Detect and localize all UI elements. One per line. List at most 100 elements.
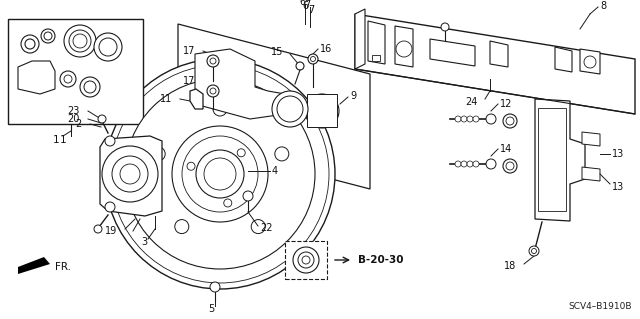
Circle shape: [252, 219, 265, 234]
Circle shape: [94, 33, 122, 61]
Circle shape: [187, 162, 195, 170]
Text: 22: 22: [260, 223, 273, 233]
Text: 7: 7: [308, 5, 314, 15]
Circle shape: [60, 71, 76, 87]
Circle shape: [310, 56, 316, 62]
Polygon shape: [355, 14, 635, 114]
Text: 6: 6: [302, 1, 308, 11]
Text: 6: 6: [299, 0, 305, 7]
Circle shape: [125, 79, 315, 269]
Circle shape: [584, 56, 596, 68]
Polygon shape: [368, 21, 385, 64]
Text: FR.: FR.: [55, 262, 71, 272]
Circle shape: [73, 34, 87, 48]
Polygon shape: [195, 49, 285, 119]
Circle shape: [305, 94, 339, 128]
Text: 18: 18: [504, 261, 516, 271]
Circle shape: [473, 161, 479, 167]
Text: 24: 24: [466, 97, 478, 107]
Circle shape: [531, 249, 536, 254]
Circle shape: [151, 147, 165, 161]
Text: 8: 8: [600, 1, 606, 11]
Circle shape: [213, 102, 227, 116]
Circle shape: [298, 252, 314, 268]
Circle shape: [441, 23, 449, 31]
Circle shape: [105, 202, 115, 212]
Circle shape: [277, 96, 303, 122]
Bar: [8, 19, 143, 124]
Circle shape: [105, 136, 115, 146]
Polygon shape: [18, 61, 55, 94]
Polygon shape: [555, 47, 572, 72]
Polygon shape: [355, 9, 365, 69]
Text: 4: 4: [272, 166, 278, 176]
Text: 13: 13: [612, 149, 624, 159]
Circle shape: [111, 65, 329, 283]
Circle shape: [506, 117, 514, 125]
Circle shape: [64, 25, 96, 57]
Circle shape: [486, 159, 496, 169]
Polygon shape: [18, 257, 50, 274]
Circle shape: [120, 164, 140, 184]
Circle shape: [237, 149, 245, 157]
Polygon shape: [430, 39, 475, 66]
Circle shape: [529, 246, 539, 256]
Circle shape: [196, 150, 244, 198]
Circle shape: [69, 30, 91, 52]
Circle shape: [224, 199, 232, 207]
Text: SCV4–B1910B: SCV4–B1910B: [568, 302, 632, 311]
Circle shape: [80, 77, 100, 97]
Circle shape: [455, 116, 461, 122]
Circle shape: [467, 116, 473, 122]
Circle shape: [207, 55, 219, 67]
Circle shape: [473, 116, 479, 122]
Polygon shape: [582, 167, 600, 181]
Text: 2: 2: [76, 119, 82, 129]
Circle shape: [175, 219, 189, 234]
Polygon shape: [535, 99, 585, 221]
Polygon shape: [190, 89, 203, 109]
Circle shape: [102, 146, 158, 202]
Circle shape: [172, 126, 268, 222]
Text: B-20-30: B-20-30: [358, 255, 403, 265]
Circle shape: [293, 247, 319, 273]
Polygon shape: [580, 49, 600, 74]
Circle shape: [243, 191, 253, 201]
Circle shape: [503, 114, 517, 128]
Text: 13: 13: [612, 182, 624, 192]
Text: 9: 9: [350, 91, 356, 101]
Text: 15: 15: [271, 47, 283, 57]
Text: 12: 12: [500, 99, 513, 109]
Circle shape: [94, 225, 102, 233]
Circle shape: [503, 159, 517, 173]
Circle shape: [21, 35, 39, 53]
Circle shape: [455, 161, 461, 167]
Text: 23: 23: [68, 106, 80, 116]
Circle shape: [112, 156, 148, 192]
Circle shape: [467, 161, 473, 167]
Text: 17: 17: [182, 46, 195, 56]
Circle shape: [272, 91, 308, 127]
Circle shape: [99, 38, 117, 56]
Circle shape: [84, 81, 96, 93]
Circle shape: [25, 39, 35, 49]
Circle shape: [461, 161, 467, 167]
Circle shape: [296, 62, 304, 70]
Polygon shape: [582, 132, 600, 146]
Circle shape: [98, 115, 106, 123]
Bar: [285, 241, 327, 279]
Text: 3: 3: [141, 237, 147, 247]
Bar: [307, 94, 337, 127]
Circle shape: [486, 114, 496, 124]
Circle shape: [310, 99, 334, 123]
Circle shape: [275, 147, 289, 161]
Circle shape: [207, 85, 219, 97]
Polygon shape: [178, 24, 370, 189]
Circle shape: [308, 54, 318, 64]
Circle shape: [204, 158, 236, 190]
Text: 19: 19: [105, 226, 117, 236]
Circle shape: [506, 162, 514, 170]
Text: 5: 5: [208, 304, 214, 314]
Text: 20: 20: [68, 114, 80, 124]
Circle shape: [105, 59, 335, 289]
